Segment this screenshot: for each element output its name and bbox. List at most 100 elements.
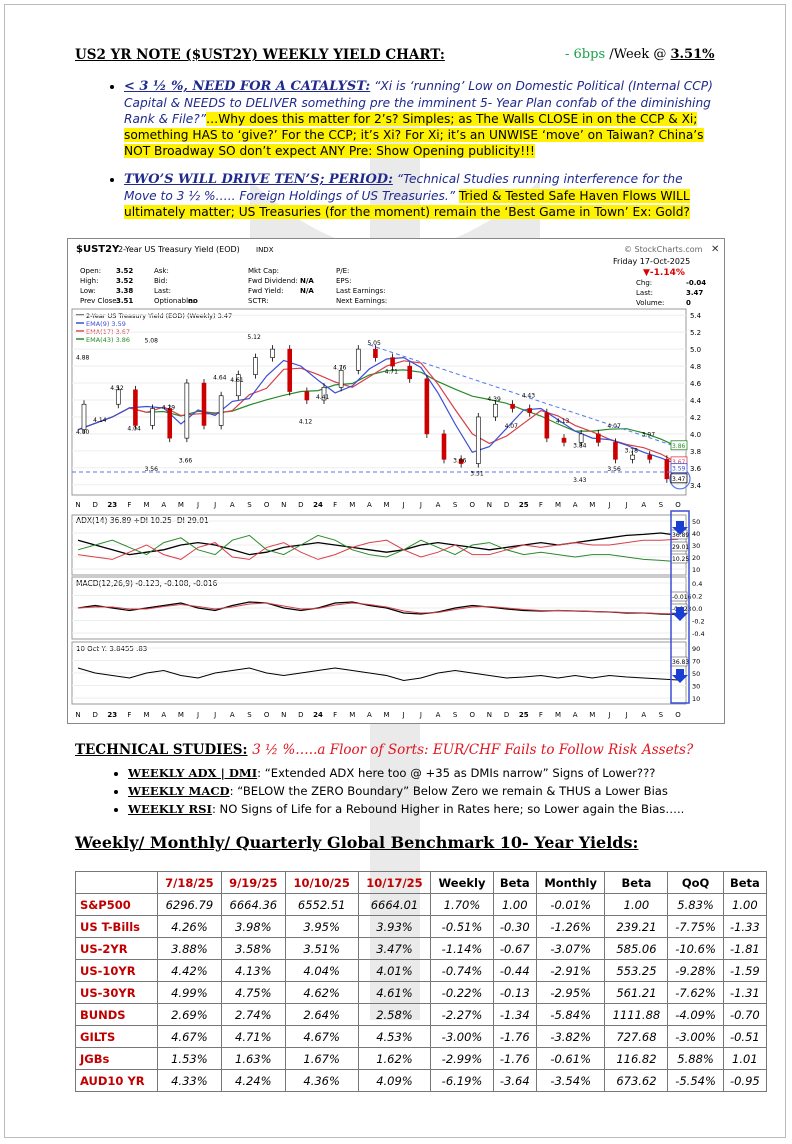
technical-item-rsi: WEEKLY RSI: NO Signs of Life for a Rebou…: [128, 800, 730, 818]
table-cell: -2.91%: [535, 959, 606, 982]
info-text: N/A: [300, 287, 314, 295]
info-text: 3.51: [116, 297, 133, 305]
table-cell: -2.27%: [430, 1003, 494, 1026]
info-text: -0.04: [686, 279, 706, 287]
axis-tick-label: 20: [692, 554, 700, 562]
table-cell: 1111.88: [604, 1003, 669, 1026]
axis-tick-label: -0.2: [692, 618, 705, 626]
table-cell: 1.00: [604, 893, 669, 916]
table-cell: 1.70%: [430, 893, 494, 916]
table-cell: -9.28%: [667, 959, 724, 982]
candle-body: [578, 433, 584, 443]
candle-body: [475, 416, 481, 464]
table-header-cell: Monthly: [535, 871, 606, 894]
table-cell: 239.21: [604, 915, 669, 938]
table-cell: -1.76: [492, 1025, 537, 1048]
macd-series: 0.40.20.0-0.2-0.4-0.016-0.123: [72, 580, 705, 638]
price-data-label: 4.41: [316, 394, 330, 401]
legend-text: EMA(9) 3.59: [86, 320, 126, 328]
axis-tick-label: -0.4: [692, 630, 705, 638]
table-cell: 6552.51: [284, 893, 359, 916]
table-row: US-10YR 4.42% 4.13% 4.04% 4.01% -0.74% -0.44 -2…: [75, 959, 768, 982]
info-text: Next Earnings:: [336, 297, 387, 305]
axis-tick-label: 4.0: [690, 431, 701, 439]
axis-tick-label: D: [298, 711, 303, 719]
table-cell: -2.95%: [535, 981, 606, 1004]
table-cell: -3.07%: [535, 937, 606, 960]
down-arrow-icon: [672, 607, 688, 621]
down-arrow-icon: [672, 669, 688, 683]
axis-tick-label: 5.0: [690, 346, 701, 354]
axis-tick-label: M: [589, 711, 595, 719]
axis-tick-label: J: [625, 501, 628, 509]
price-data-label: 4.61: [230, 377, 244, 384]
benchmark-table: 7/18/25 9/19/25 10/10/25 10/17/25 Weekly Beta…: [75, 871, 768, 1092]
right-info: Chg: -0.04 Last: 3.47 Volume: 0: [636, 279, 706, 307]
bullet-catalyst: < 3 ½ %, NEED FOR A CATALYST: “Xi is ‘ru…: [124, 78, 714, 159]
table-cell: 4.33%: [156, 1069, 222, 1092]
table-cell: -0.51: [722, 1025, 768, 1048]
info-text: Last Earnings:: [336, 287, 386, 295]
info-text: Volume:: [636, 299, 664, 307]
axis-tick-label: A: [230, 711, 235, 719]
table-header-cell: Beta: [722, 871, 768, 894]
info-text: EPS:: [336, 277, 351, 285]
axis-tick-label: 10: [692, 695, 700, 703]
table-cell: -4.09%: [667, 1003, 724, 1026]
table-header-cell: QoQ: [667, 871, 724, 894]
info-text: Bid:: [154, 277, 168, 285]
price-series: [72, 344, 691, 490]
axis-tick-label: M: [178, 711, 184, 719]
page-border: [4, 4, 786, 1138]
axis-tick-label: M: [349, 711, 355, 719]
axis-tick-label: A: [436, 711, 441, 719]
technical-subtitle: 3 ½ %…..a Floor of Sorts: EUR/CHF Fails …: [252, 742, 694, 758]
x-axis-bottom: N D 23 F M A M J J A S O N D 24 F M A M J J A S O N D 25 F M A M J J A S O: [75, 711, 681, 719]
price-data-label: 4.64: [213, 375, 227, 382]
candle-body: [647, 454, 653, 460]
axis-tick-label: 3.6: [690, 465, 702, 473]
table-cell: 5.88%: [667, 1047, 724, 1070]
table-cell: 553.25: [604, 959, 669, 982]
axis-tick-label: F: [333, 711, 337, 719]
axis-tick-label: D: [92, 501, 97, 509]
rsi-label: 10 Oct Y: 3.8455 .83: [76, 645, 147, 653]
table-cell: 4.13%: [220, 959, 286, 982]
candle-body: [321, 386, 327, 401]
price-data-label: 4.43: [522, 392, 536, 399]
axis-tick-label: 70: [692, 658, 700, 666]
info-text: SCTR:: [248, 297, 269, 305]
table-cell: 2.58%: [357, 1003, 432, 1026]
axis-tick-label: J: [213, 711, 216, 719]
table-cell: 1.63%: [220, 1047, 286, 1070]
table-cell: 2.74%: [220, 1003, 286, 1026]
axis-tick-label: A: [367, 711, 372, 719]
table-cell: 2.64%: [284, 1003, 359, 1026]
table-cell: 4.61%: [357, 981, 432, 1004]
close-icon[interactable]: ✕: [711, 244, 719, 255]
table-cell: 4.67%: [284, 1025, 359, 1048]
table-cell: -0.61%: [535, 1047, 606, 1070]
table-row: US-2YR 3.88% 3.58% 3.51% 3.47% -1.14% -0.67 -3.…: [75, 937, 768, 960]
price-data-label: 3.51: [470, 470, 484, 477]
axis-tick-label: 5.4: [690, 312, 702, 320]
table-cell: -0.44: [492, 959, 537, 982]
candle-body: [304, 391, 310, 401]
axis-tick-label: J: [196, 711, 199, 719]
table-cell: -0.30: [492, 915, 537, 938]
row-label: S&P500: [75, 893, 158, 916]
table-cell: 3.51%: [284, 937, 359, 960]
axis-tick-label: A: [367, 501, 372, 509]
table-cell: 4.99%: [156, 981, 222, 1004]
table-header-cell: 10/10/25: [284, 871, 359, 894]
candle-body: [493, 403, 498, 418]
table-cell: -0.13: [492, 981, 537, 1004]
table-header-cell: Weekly: [430, 871, 494, 894]
table-title: Weekly/ Monthly/ Quarterly Global Benchm…: [75, 833, 639, 852]
legend-text: 2-Year US Treasury Yield (EOD) (Weekly) …: [86, 312, 232, 320]
price-data-label: 3.56: [145, 466, 159, 473]
info-text: 3.47: [686, 289, 703, 297]
price-data-label: 4.14: [93, 417, 107, 424]
panel-tag: 10.25: [672, 556, 689, 563]
candle-body: [338, 370, 344, 388]
